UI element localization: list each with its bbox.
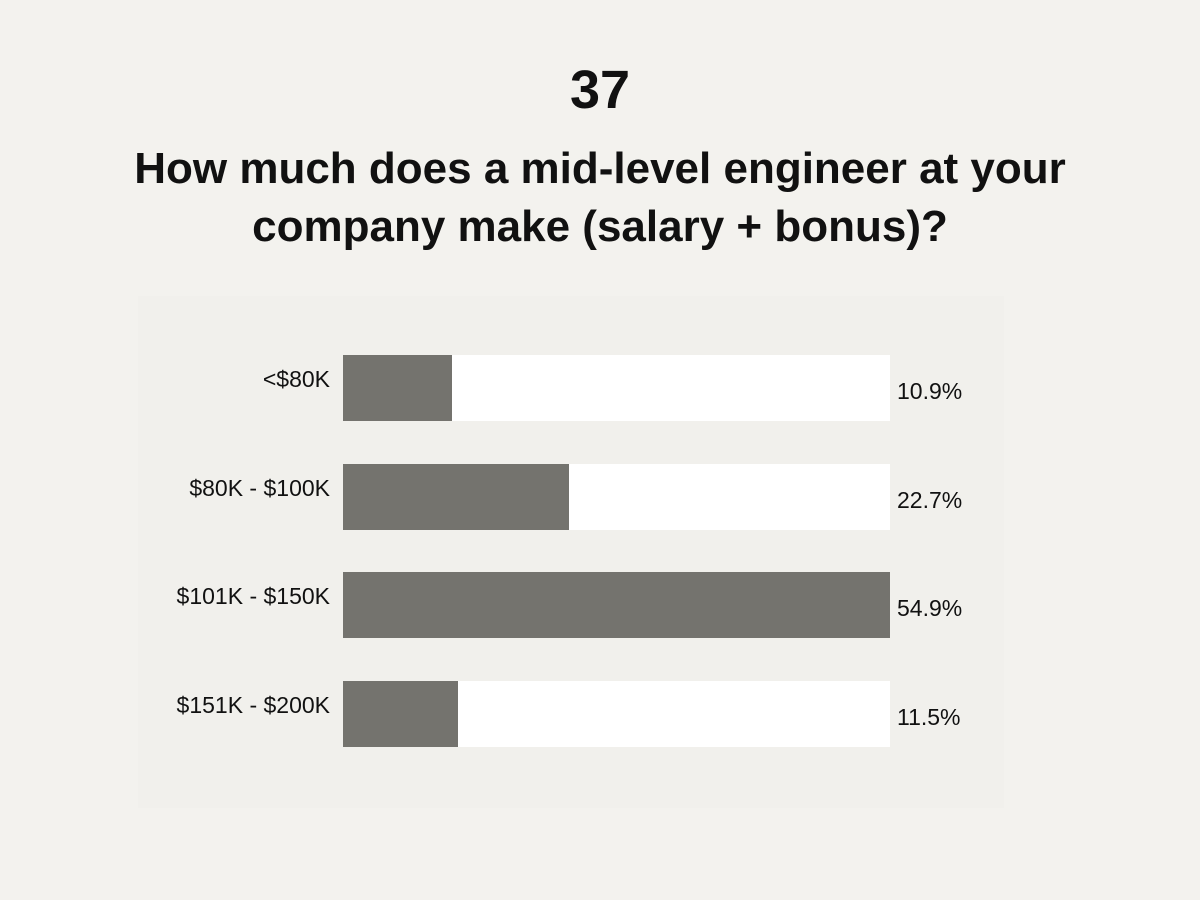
- bar-track: [343, 463, 890, 530]
- category-label: $101K - $150K: [176, 583, 330, 609]
- category-label: $80K - $100K: [189, 474, 330, 501]
- category-label: $151K - $200K: [176, 691, 330, 718]
- bar: [343, 680, 458, 747]
- survey-question: How much does a mid-level engineer at yo…: [134, 144, 1066, 251]
- bar: [343, 355, 452, 421]
- value-label: 11.5%: [897, 703, 961, 730]
- slide-number: 37: [569, 60, 631, 120]
- value-label: 22.7%: [897, 486, 963, 513]
- value-label: 54.9%: [897, 595, 963, 621]
- value-label: 10.9%: [897, 378, 963, 404]
- bar: [343, 572, 890, 638]
- bar-track: [343, 680, 890, 747]
- category-label: <$80K: [262, 366, 330, 392]
- bar: [343, 463, 570, 530]
- bar-track: [343, 572, 890, 638]
- bar-track: [343, 355, 890, 421]
